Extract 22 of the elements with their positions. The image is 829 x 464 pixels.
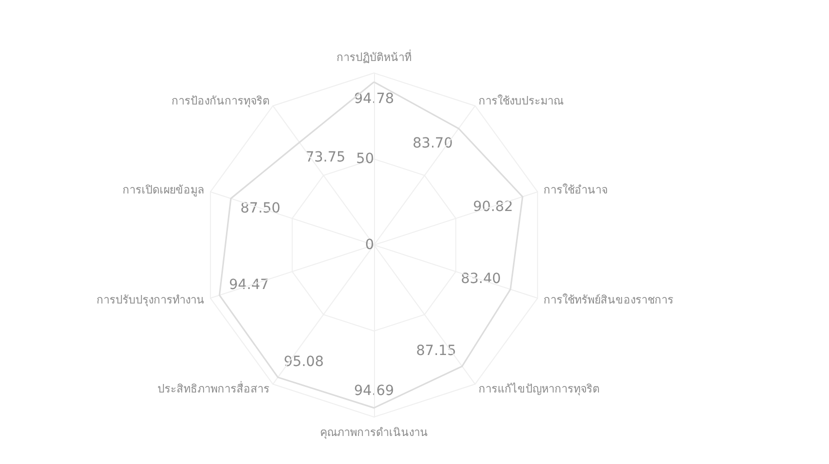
data-label: 83.40 <box>460 271 501 288</box>
data-label: 87.50 <box>240 200 280 217</box>
data-label: 87.15 <box>416 343 456 360</box>
data-label: 90.82 <box>472 198 514 215</box>
spoke-label: การป้องกันการทุจริต <box>171 94 270 108</box>
spoke-label: คุณภาพการดำเนินงาน <box>320 426 428 439</box>
spoke-label: การเปิดเผยข้อมูล <box>122 183 205 196</box>
spoke-label: การใช้อำนาจ <box>543 183 608 196</box>
data-label: 94.47 <box>228 277 270 294</box>
spoke-label: การใช้ทรัพย์สินของราชการ <box>543 294 674 307</box>
spoke-label: การปรับปรุงการทำงาน <box>96 294 205 307</box>
y-tick-label: 0 <box>365 237 374 253</box>
data-label: 95.08 <box>284 354 324 370</box>
spoke-label: การแก้ไขปัญหาการทุจริต <box>478 382 600 396</box>
data-label: 94.78 <box>354 90 394 107</box>
y-tick-label: 50 <box>356 151 374 167</box>
spoke-label: การใช้งบประมาณ <box>478 94 564 108</box>
spoke-label: การปฏิบัติหน้าที่ <box>336 49 412 64</box>
spoke-label: ประสิทธิภาพการสื่อสาร <box>157 380 270 396</box>
data-label: 94.69 <box>354 382 394 399</box>
data-label: 73.75 <box>305 149 346 166</box>
data-label: 83.70 <box>412 136 453 152</box>
